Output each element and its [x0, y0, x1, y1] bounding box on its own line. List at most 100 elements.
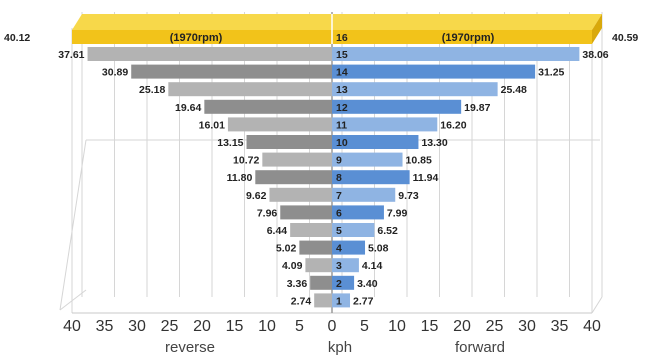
forward-value-label: 5.08 — [368, 243, 389, 255]
x-axis-label: kph — [328, 339, 352, 356]
tick-label: 20 — [193, 318, 211, 335]
reverse-bar — [168, 82, 332, 97]
gear-label: 2 — [336, 278, 342, 290]
band-label-right: (1970rpm) — [442, 32, 495, 44]
tick-label: 35 — [96, 318, 114, 335]
reverse-bar — [314, 293, 332, 308]
reverse-bar — [280, 205, 332, 220]
forward-bar — [332, 293, 351, 308]
tick-label: 15 — [226, 318, 244, 335]
gear-label: 6 — [336, 207, 342, 219]
reverse-value-label: 37.61 — [58, 49, 84, 61]
gear-label: 10 — [336, 137, 348, 149]
forward-value-label: 19.87 — [464, 102, 490, 114]
forward-value-label: 13.30 — [421, 137, 447, 149]
forward-bar — [332, 99, 462, 114]
gear-label: 7 — [336, 190, 342, 202]
gear-label: 9 — [336, 155, 342, 167]
reverse-value-label: 6.44 — [267, 225, 288, 237]
reverse-bar — [246, 135, 332, 149]
tick-label: 5 — [295, 318, 304, 335]
reverse-bar — [269, 187, 332, 202]
reverse-value-label: 11.80 — [227, 172, 253, 184]
forward-bar — [332, 152, 403, 167]
reverse-value-label: 7.96 — [257, 207, 278, 219]
forward-value-label: 38.06 — [582, 49, 608, 61]
reverse-bar — [204, 99, 332, 114]
reverse-value-label: 10.72 — [233, 155, 259, 167]
reverse-bar — [305, 258, 332, 273]
forward-bar — [332, 240, 366, 255]
gear-label: 14 — [336, 67, 348, 79]
x-axis: 40 35 30 25 20 15 10 5 0 5 10 15 20 25 30 35 40 — [63, 318, 601, 335]
gear-label: 5 — [336, 225, 342, 237]
forward-bar — [332, 187, 396, 202]
reverse-value-label: 5.02 — [276, 243, 297, 255]
reverse-bar — [131, 64, 332, 79]
forward-bar — [332, 135, 419, 149]
reverse-value-label: 3.36 — [287, 278, 308, 290]
forward-bar — [332, 223, 375, 237]
tick-label: 10 — [258, 318, 276, 335]
gear-label: 8 — [336, 172, 342, 184]
gear-label: 13 — [336, 84, 348, 96]
reverse-bar — [255, 170, 332, 185]
reverse-bar — [299, 240, 332, 255]
forward-value-label: 11.94 — [413, 172, 439, 184]
reverse-value-label: 19.64 — [175, 102, 201, 114]
reverse-axis-label: reverse — [165, 339, 215, 356]
forward-value-label: 2.77 — [353, 295, 374, 307]
forward-bar — [332, 47, 580, 61]
gear-label: 1 — [336, 295, 342, 307]
forward-value-label: 3.40 — [357, 278, 378, 290]
tick-label: 25 — [486, 318, 504, 335]
reverse-value-label: 2.74 — [291, 295, 312, 307]
rpm-band: (1970rpm) (1970rpm) 16 40.12 40.59 — [4, 14, 638, 44]
reverse-value-label: 25.18 — [139, 84, 165, 96]
forward-value-label: 25.48 — [501, 84, 527, 96]
reverse-value-label: 30.89 — [102, 67, 128, 79]
forward-value-label: 7.99 — [387, 207, 408, 219]
forward-value-label: 31.25 — [538, 67, 564, 79]
reverse-bar — [290, 223, 332, 237]
band-side-face — [592, 14, 602, 44]
reverse-bar — [262, 152, 332, 167]
frame-diag-left — [59, 139, 87, 311]
reverse-bar — [227, 117, 332, 132]
gear-label: 4 — [336, 243, 342, 255]
forward-bar — [332, 205, 384, 220]
gear-label: 12 — [336, 102, 348, 114]
reverse-value-label: 16.01 — [199, 119, 225, 131]
gear-label: 11 — [336, 119, 347, 131]
tick-label: 35 — [551, 318, 569, 335]
forward-bar — [332, 64, 536, 79]
forward-value-label: 10.85 — [406, 155, 432, 167]
forward-bar — [332, 258, 359, 273]
forward-bar — [332, 275, 355, 290]
gear-label: 3 — [336, 260, 342, 272]
forward-bar — [332, 82, 498, 97]
gear-label: 15 — [336, 49, 348, 61]
floor-right — [591, 296, 603, 314]
tick-label: 30 — [518, 318, 536, 335]
tick-label: 40 — [583, 318, 601, 335]
gear-label: 16 — [336, 32, 348, 44]
reverse-bar — [310, 275, 332, 290]
reverse-value-label: 9.62 — [246, 190, 267, 202]
forward-axis-label: forward — [455, 339, 505, 356]
tick-label: 15 — [421, 318, 439, 335]
forward-value-label: 40.59 — [612, 32, 638, 44]
tick-label: 20 — [453, 318, 471, 335]
reverse-value-label: 4.09 — [282, 260, 303, 272]
forward-value-label: 4.14 — [362, 260, 383, 272]
floor-left — [59, 289, 87, 311]
forward-value-label: 6.52 — [377, 225, 398, 237]
tick-label: 10 — [388, 318, 406, 335]
reverse-value-label: 13.15 — [217, 137, 243, 149]
reverse-value-label: 40.12 — [4, 32, 30, 44]
tick-label: 30 — [128, 318, 146, 335]
tick-label: 0 — [328, 318, 337, 335]
reverse-bar — [87, 47, 332, 61]
